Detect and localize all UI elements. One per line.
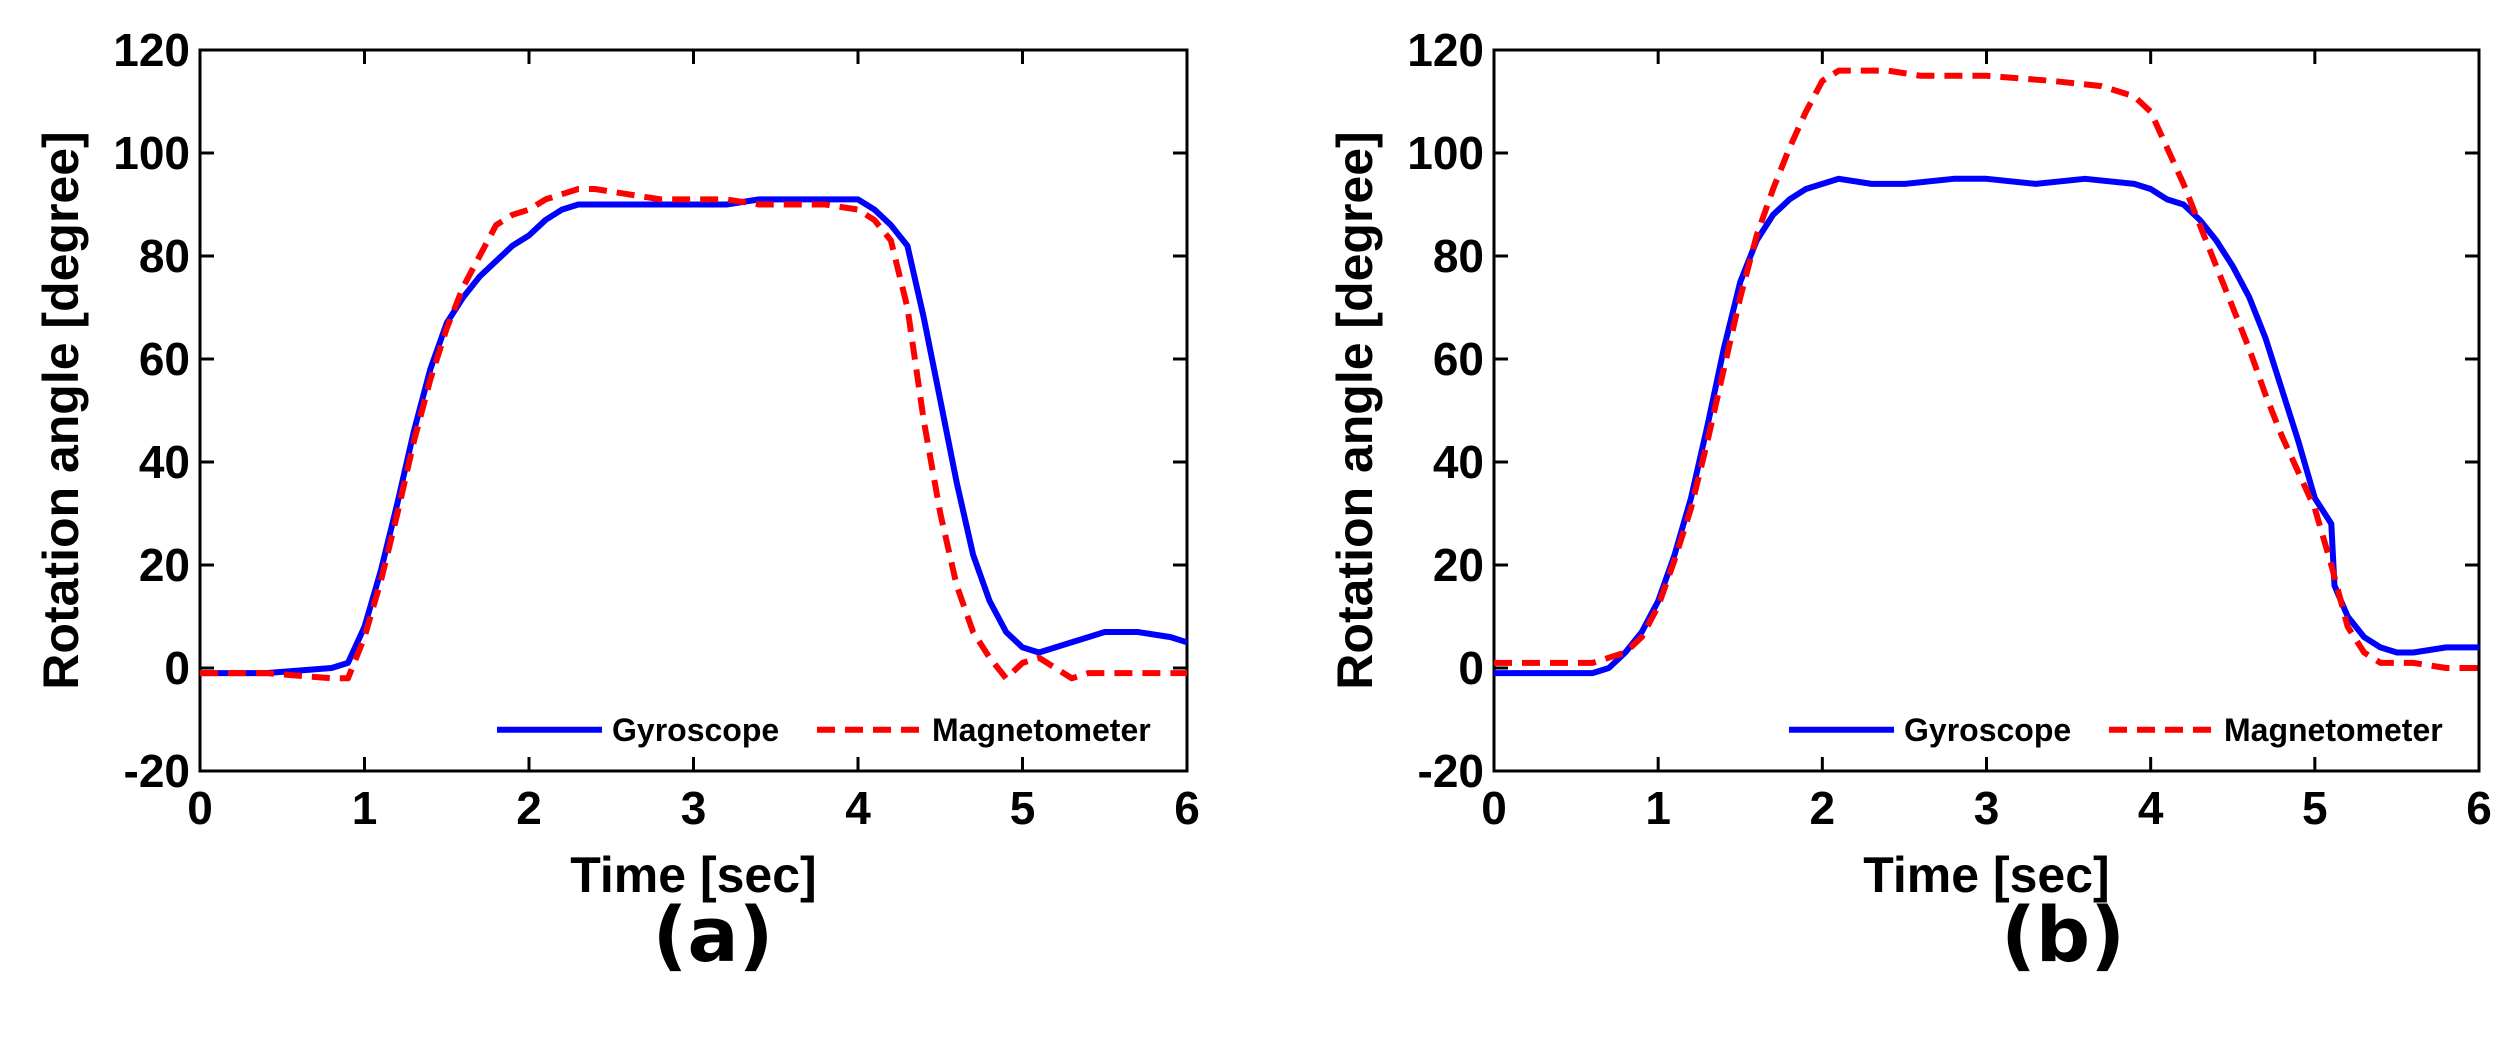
x-tick-label: 5 xyxy=(1010,782,1036,834)
x-tick-label: 6 xyxy=(2466,782,2492,834)
y-tick-label: 20 xyxy=(139,539,190,591)
x-tick-label: 3 xyxy=(1974,782,2000,834)
y-tick-label: 40 xyxy=(1433,436,1484,488)
x-tick-label: 2 xyxy=(1810,782,1836,834)
x-tick-label: 4 xyxy=(2138,782,2164,834)
y-tick-label: 120 xyxy=(113,24,190,76)
caption-a: (a) xyxy=(652,890,774,979)
x-tick-label: 5 xyxy=(2302,782,2328,834)
y-axis-label: Rotation angle [degree] xyxy=(1327,131,1383,689)
y-tick-label: 60 xyxy=(139,333,190,385)
y-tick-label: -20 xyxy=(124,745,190,797)
legend-label-magnetometer: Magnetometer xyxy=(2224,712,2443,748)
plot-frame xyxy=(1492,48,2481,773)
plot-frame xyxy=(198,48,1189,773)
x-tick-label: 1 xyxy=(1645,782,1671,834)
legend-label-gyroscope: Gyroscope xyxy=(1904,712,2071,748)
y-axis-label: Rotation angle [degree] xyxy=(33,131,89,689)
y-tick-label: 0 xyxy=(164,642,190,694)
x-axis-label: Time [sec] xyxy=(1863,847,2109,903)
y-tick-label: -20 xyxy=(1418,745,1484,797)
y-tick-label: 120 xyxy=(1407,24,1484,76)
legend-label-magnetometer: Magnetometer xyxy=(932,712,1151,748)
y-tick-label: 80 xyxy=(139,230,190,282)
x-tick-label: 0 xyxy=(1481,782,1507,834)
y-tick-label: 40 xyxy=(139,436,190,488)
x-tick-label: 4 xyxy=(845,782,871,834)
x-tick-label: 1 xyxy=(352,782,378,834)
y-tick-label: 0 xyxy=(1458,642,1484,694)
x-tick-label: 6 xyxy=(1174,782,1200,834)
y-tick-label: 80 xyxy=(1433,230,1484,282)
x-tick-label: 0 xyxy=(187,782,213,834)
y-tick-label: 20 xyxy=(1433,539,1484,591)
x-tick-label: 2 xyxy=(516,782,542,834)
x-axis-label: Time [sec] xyxy=(570,847,816,903)
y-tick-label: 60 xyxy=(1433,333,1484,385)
y-tick-label: 100 xyxy=(1407,127,1484,179)
series-line-magnetometer xyxy=(1494,67,2479,671)
caption-b: (b) xyxy=(2001,890,2125,979)
legend-label-gyroscope: Gyroscope xyxy=(612,712,779,748)
series-line-magnetometer xyxy=(200,186,1187,682)
x-tick-label: 3 xyxy=(681,782,707,834)
y-tick-label: 100 xyxy=(113,127,190,179)
